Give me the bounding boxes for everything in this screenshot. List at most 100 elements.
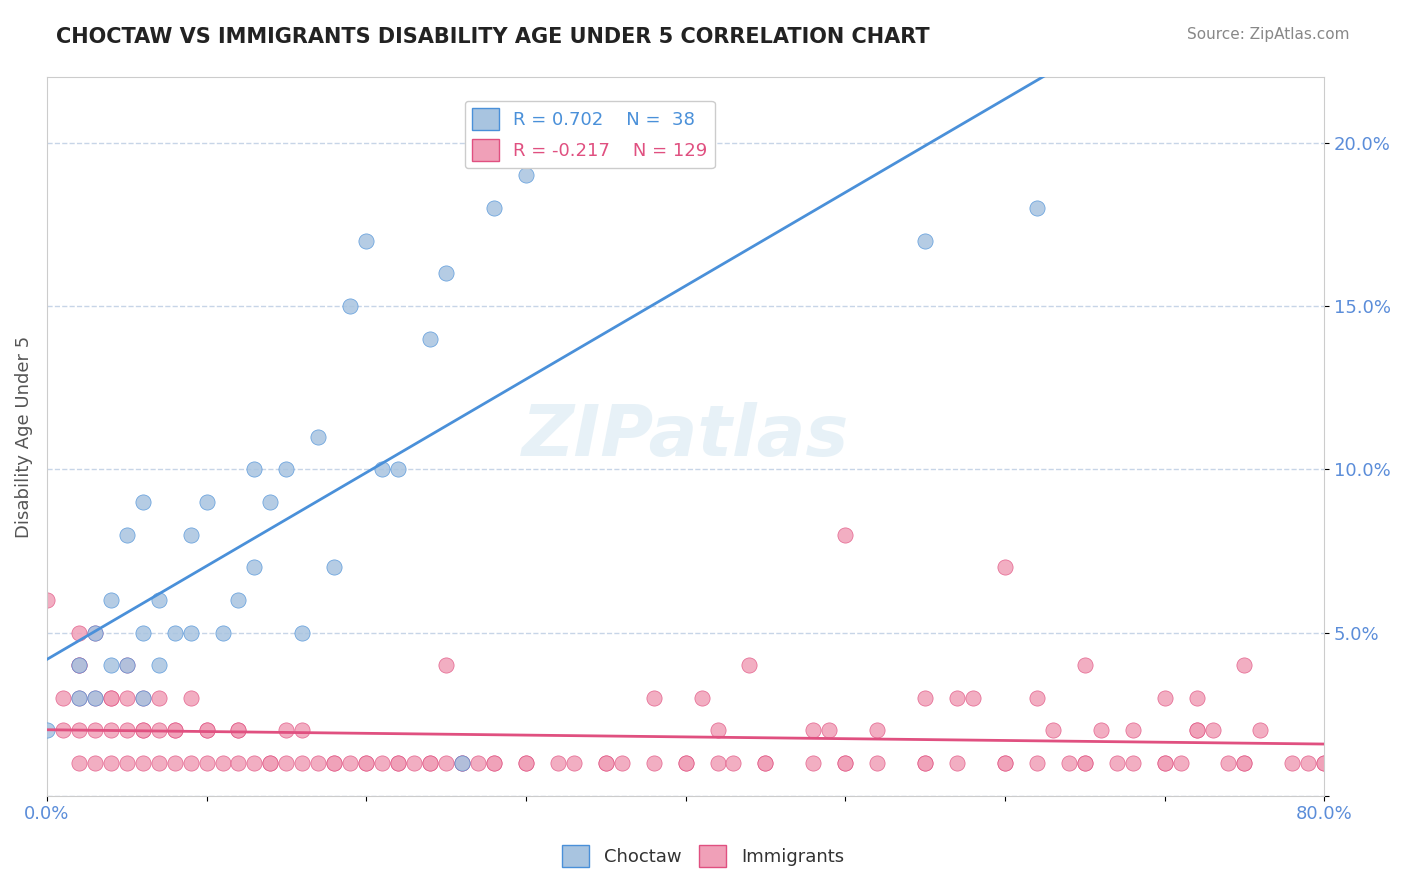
- Point: [1313, 756, 1336, 771]
- Point: [67, 658, 90, 673]
- Point: [259, 756, 281, 771]
- Point: [1074, 756, 1097, 771]
- Point: [818, 723, 841, 738]
- Point: [675, 756, 697, 771]
- Point: [1233, 756, 1256, 771]
- Point: [482, 201, 505, 215]
- Point: [1122, 723, 1144, 738]
- Point: [1218, 756, 1240, 771]
- Point: [354, 234, 377, 248]
- Point: [148, 756, 170, 771]
- Point: [228, 723, 250, 738]
- Point: [83, 690, 105, 705]
- Point: [946, 690, 969, 705]
- Point: [675, 756, 697, 771]
- Point: [547, 756, 569, 771]
- Point: [307, 429, 329, 443]
- Point: [754, 756, 776, 771]
- Point: [67, 723, 90, 738]
- Point: [866, 756, 889, 771]
- Point: [163, 723, 186, 738]
- Point: [195, 723, 218, 738]
- Point: [131, 495, 153, 509]
- Point: [994, 756, 1017, 771]
- Point: [131, 625, 153, 640]
- Point: [1298, 756, 1320, 771]
- Point: [307, 756, 329, 771]
- Point: [211, 756, 233, 771]
- Point: [148, 658, 170, 673]
- Point: [211, 625, 233, 640]
- Point: [643, 756, 665, 771]
- Point: [131, 690, 153, 705]
- Legend: Choctaw, Immigrants: Choctaw, Immigrants: [555, 838, 851, 874]
- Point: [1105, 756, 1128, 771]
- Point: [1313, 756, 1336, 771]
- Point: [946, 756, 969, 771]
- Point: [100, 756, 122, 771]
- Point: [387, 462, 409, 476]
- Point: [67, 690, 90, 705]
- Point: [83, 625, 105, 640]
- Point: [83, 756, 105, 771]
- Point: [1170, 756, 1192, 771]
- Point: [1153, 756, 1175, 771]
- Point: [387, 756, 409, 771]
- Point: [243, 560, 266, 574]
- Point: [195, 756, 218, 771]
- Point: [115, 658, 138, 673]
- Point: [83, 723, 105, 738]
- Point: [228, 592, 250, 607]
- Point: [291, 625, 314, 640]
- Point: [482, 756, 505, 771]
- Point: [451, 756, 474, 771]
- Point: [834, 756, 856, 771]
- Point: [163, 756, 186, 771]
- Point: [866, 723, 889, 738]
- Point: [595, 756, 617, 771]
- Point: [354, 756, 377, 771]
- Point: [451, 756, 474, 771]
- Point: [323, 756, 346, 771]
- Point: [706, 723, 728, 738]
- Point: [1025, 756, 1047, 771]
- Point: [387, 756, 409, 771]
- Point: [339, 299, 361, 313]
- Point: [35, 723, 58, 738]
- Point: [595, 756, 617, 771]
- Point: [180, 690, 202, 705]
- Point: [1074, 756, 1097, 771]
- Point: [562, 756, 585, 771]
- Point: [914, 756, 936, 771]
- Point: [1025, 201, 1047, 215]
- Point: [515, 756, 537, 771]
- Point: [115, 723, 138, 738]
- Point: [690, 690, 713, 705]
- Point: [1153, 690, 1175, 705]
- Point: [276, 723, 298, 738]
- Point: [195, 495, 218, 509]
- Point: [914, 234, 936, 248]
- Point: [1281, 756, 1303, 771]
- Point: [131, 723, 153, 738]
- Text: ZIPatlas: ZIPatlas: [522, 402, 849, 471]
- Point: [1090, 723, 1112, 738]
- Point: [131, 723, 153, 738]
- Point: [419, 756, 441, 771]
- Point: [451, 756, 474, 771]
- Point: [100, 592, 122, 607]
- Point: [52, 723, 75, 738]
- Point: [738, 658, 761, 673]
- Point: [148, 592, 170, 607]
- Point: [419, 756, 441, 771]
- Point: [801, 756, 824, 771]
- Point: [115, 658, 138, 673]
- Point: [723, 756, 745, 771]
- Point: [1201, 723, 1223, 738]
- Point: [323, 560, 346, 574]
- Point: [148, 723, 170, 738]
- Point: [83, 690, 105, 705]
- Point: [339, 756, 361, 771]
- Point: [228, 756, 250, 771]
- Point: [1025, 690, 1047, 705]
